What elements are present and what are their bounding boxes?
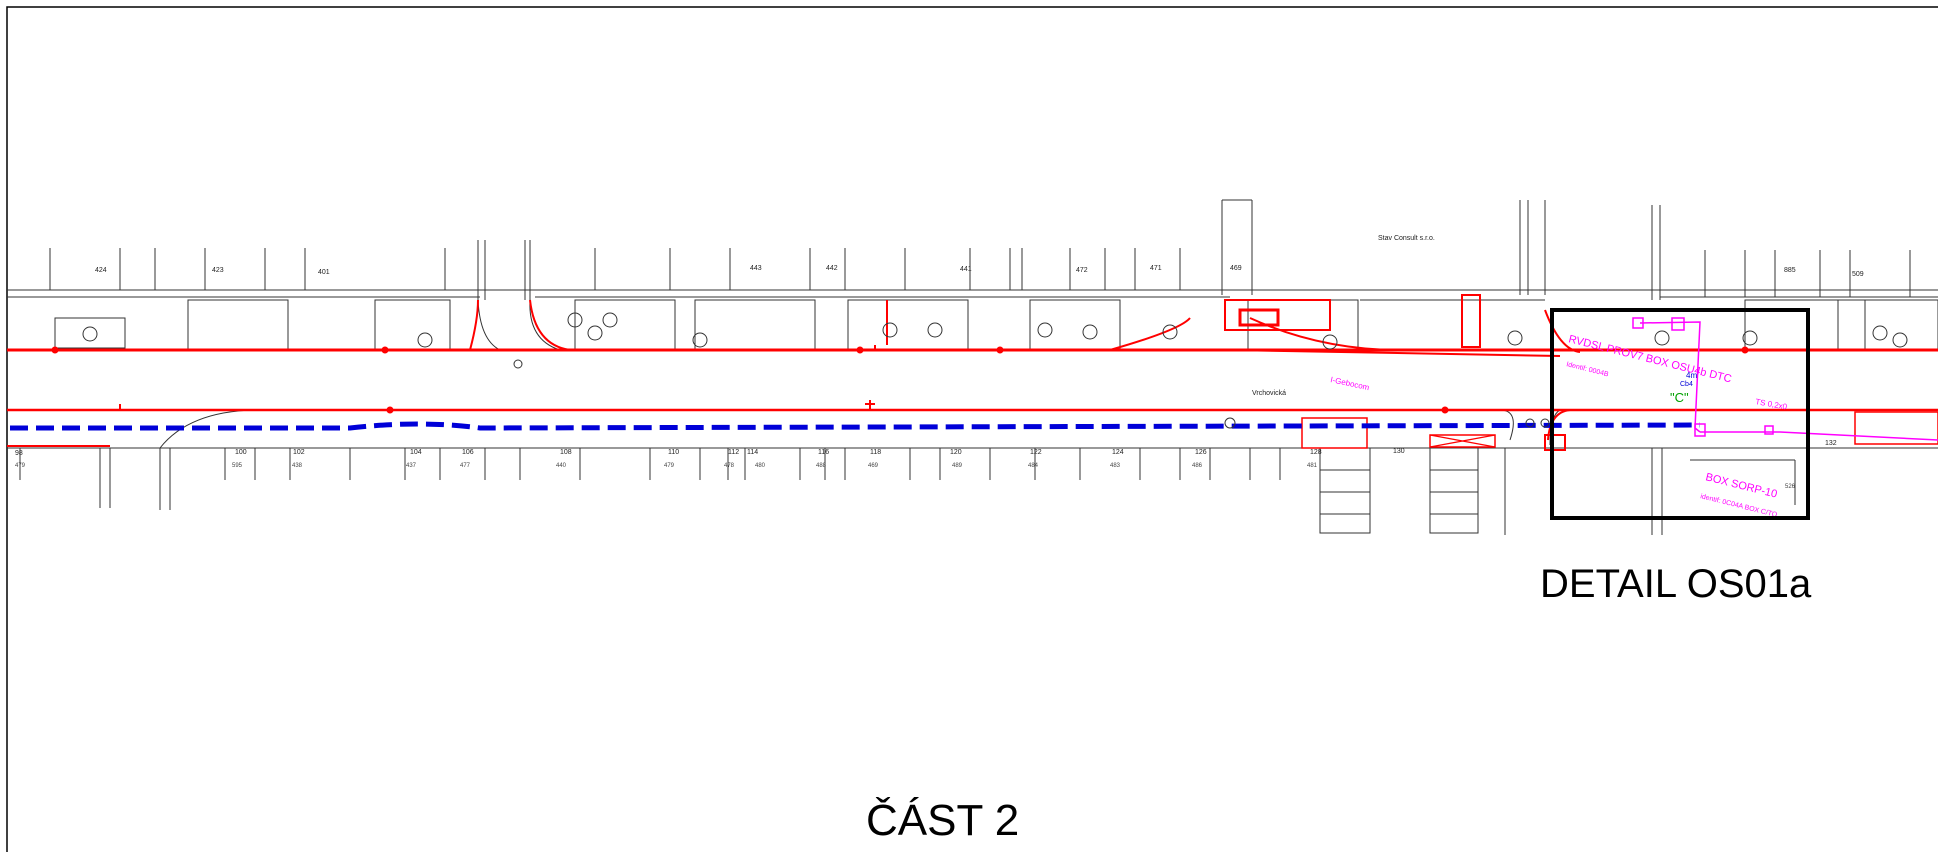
svg-text:110: 110: [668, 449, 679, 456]
existing-network: [7, 294, 1938, 451]
svg-text:486: 486: [1192, 463, 1203, 469]
south-properties: [19, 409, 1796, 535]
svg-text:472: 472: [1076, 267, 1088, 274]
svg-text:441: 441: [960, 266, 972, 273]
svg-text:437: 437: [406, 463, 417, 469]
detail-frame: [1550, 308, 1810, 520]
house-number-labels-north: 424 423 401 443 442 441 472 471 469 885 …: [95, 265, 1864, 278]
svg-text:885: 885: [1784, 267, 1796, 274]
plan-labels: Stav Consult s.r.o. Vrchovická: [1252, 235, 1435, 397]
svg-text:118: 118: [870, 449, 881, 456]
svg-text:423: 423: [212, 267, 224, 274]
svg-text:469: 469: [1230, 265, 1242, 272]
svg-text:478: 478: [724, 463, 735, 469]
svg-text:477: 477: [460, 463, 471, 469]
svg-text:100: 100: [235, 449, 247, 456]
svg-text:130: 130: [1393, 448, 1405, 455]
street-name-label: Vrchovická: [1252, 390, 1286, 397]
svg-text:424: 424: [95, 267, 107, 274]
svg-text:489: 489: [952, 463, 963, 469]
svg-text:526: 526: [1785, 484, 1796, 490]
company-label: Stav Consult s.r.o.: [1378, 235, 1435, 242]
svg-text:480: 480: [755, 463, 766, 469]
new-cable: [1632, 317, 1938, 441]
svg-text:483: 483: [1110, 463, 1121, 469]
svg-text:122: 122: [1030, 449, 1042, 456]
svg-text:442: 442: [826, 265, 838, 272]
svg-text:114: 114: [747, 449, 758, 456]
proposed-route: [10, 421, 1701, 431]
svg-text:120: 120: [950, 449, 962, 456]
svg-text:128: 128: [1310, 449, 1322, 456]
svg-text:98: 98: [15, 450, 23, 457]
svg-text:116: 116: [818, 449, 829, 456]
box-main-label: RVDSL PROV7 BOX OSU4b DTC: [1567, 333, 1732, 385]
svg-text:443: 443: [750, 265, 762, 272]
svg-text:440: 440: [556, 463, 567, 469]
svg-text:479: 479: [664, 463, 675, 469]
network-nodes: [51, 346, 1749, 414]
svg-text:401: 401: [318, 269, 330, 276]
detail-title: DETAIL OS01a: [1540, 562, 1812, 606]
parcel-labels-south: 479 595 438 437 477 440 479 478 480 488 …: [15, 463, 1796, 490]
svg-text:484: 484: [1028, 463, 1039, 469]
north-buildings: [7, 199, 1938, 351]
svg-text:481: 481: [1307, 463, 1318, 469]
part-title: ČÁST 2: [866, 796, 1020, 845]
svg-text:132: 132: [1825, 440, 1837, 447]
svg-text:108: 108: [560, 449, 572, 456]
svg-text:104: 104: [410, 449, 422, 456]
box-main-sub-label: Identif: 0004B: [1566, 361, 1610, 378]
svg-text:471: 471: [1150, 265, 1162, 272]
svg-text:102: 102: [293, 449, 305, 456]
house-number-labels-south: 98 100 102 104 106 108 110 112 114 116 1…: [15, 440, 1837, 457]
svg-text:438: 438: [292, 463, 303, 469]
svg-text:112: 112: [728, 449, 739, 456]
cbs-label: Cb4: [1680, 381, 1693, 388]
svg-text:509: 509: [1852, 271, 1864, 278]
svg-text:126: 126: [1195, 449, 1207, 456]
length-label: 4m: [1686, 371, 1697, 380]
trees: [82, 312, 1908, 429]
svg-text:106: 106: [462, 449, 474, 456]
svg-text:469: 469: [868, 463, 879, 469]
svg-text:488: 488: [816, 463, 827, 469]
svg-text:595: 595: [232, 463, 243, 469]
green-marker-label: "C": [1670, 390, 1689, 405]
drawing-border: [6, 6, 1938, 852]
route-label: I-Gebocom: [1330, 375, 1371, 392]
svg-text:479: 479: [15, 463, 26, 469]
svg-text:124: 124: [1112, 449, 1124, 456]
